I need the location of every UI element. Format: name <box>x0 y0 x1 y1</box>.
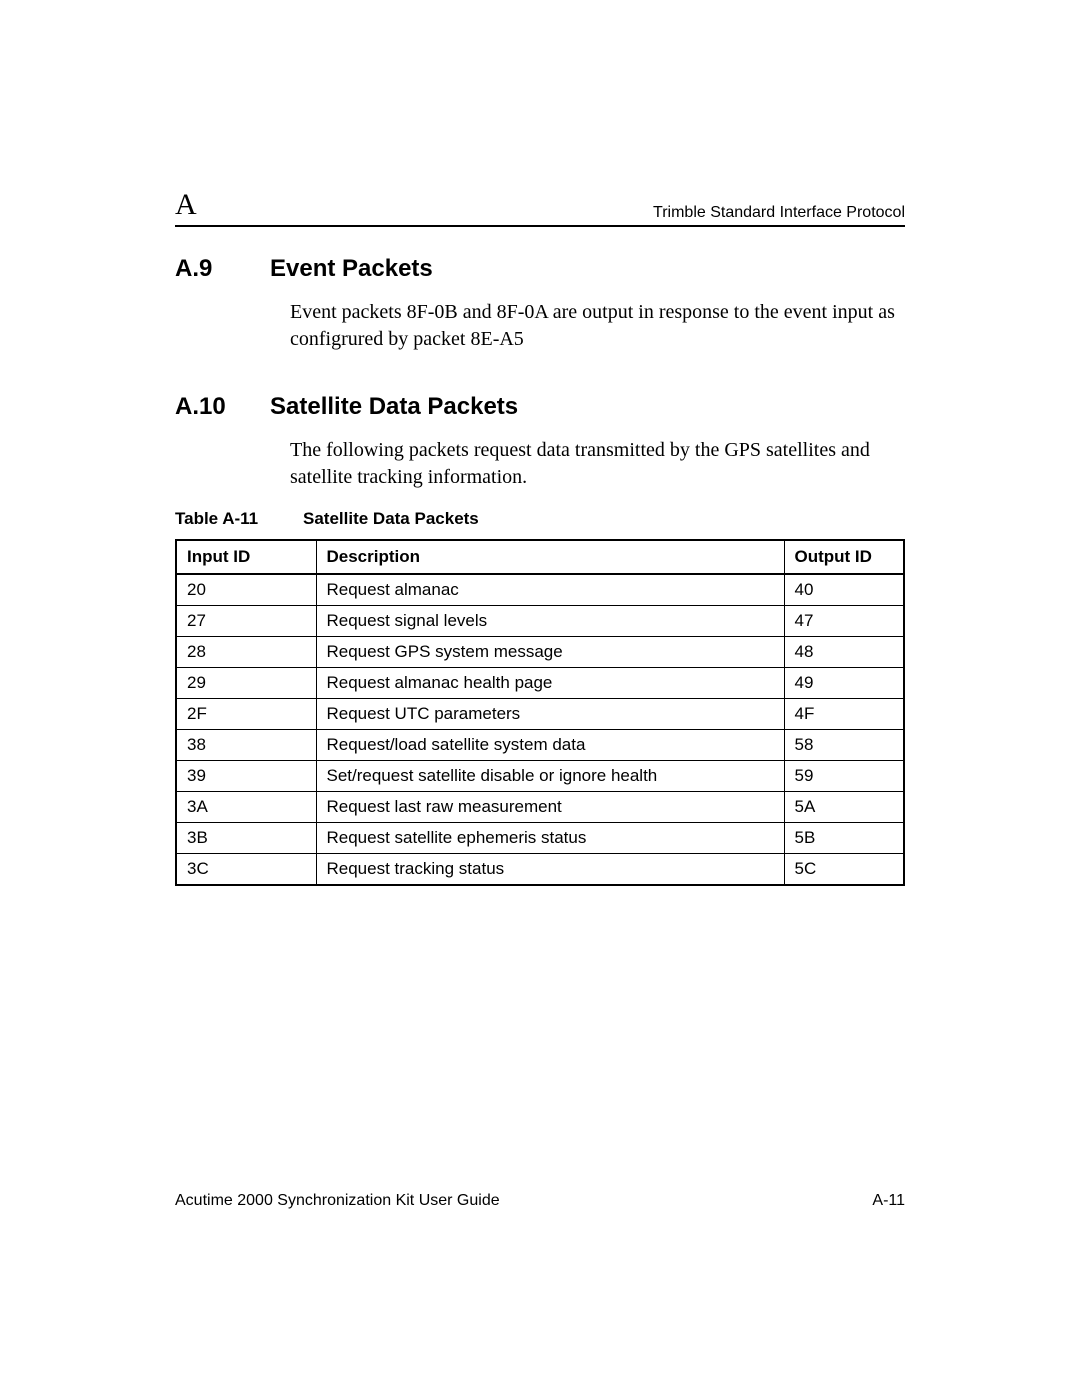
page-header: A Trimble Standard Interface Protocol <box>175 188 905 227</box>
table-cell: 27 <box>176 606 316 637</box>
table-cell: 49 <box>784 668 904 699</box>
table-cell: Request GPS system message <box>316 637 784 668</box>
table-cell: 40 <box>784 574 904 606</box>
col-input-id: Input ID <box>176 540 316 574</box>
section-body-a9: Event packets 8F-0B and 8F-0A are output… <box>290 299 905 353</box>
table-cell: Request almanac <box>316 574 784 606</box>
table-row: 27Request signal levels47 <box>176 606 904 637</box>
page-footer: Acutime 2000 Synchronization Kit User Gu… <box>175 1192 905 1210</box>
table-caption-label: Table A-11 <box>175 509 303 529</box>
section-heading-a10: A.10Satellite Data Packets <box>175 393 905 421</box>
page-content: A Trimble Standard Interface Protocol A.… <box>175 188 905 886</box>
table-cell: 2F <box>176 699 316 730</box>
table-row: 2FRequest UTC parameters4F <box>176 699 904 730</box>
section-number: A.9 <box>175 255 270 283</box>
table-cell: 58 <box>784 730 904 761</box>
table-cell: 5C <box>784 854 904 886</box>
table-cell: 29 <box>176 668 316 699</box>
table-cell: Request signal levels <box>316 606 784 637</box>
table-row: 39Set/request satellite disable or ignor… <box>176 761 904 792</box>
section-title: Event Packets <box>270 255 433 282</box>
section-body-a10: The following packets request data trans… <box>290 437 905 491</box>
table-cell: Request UTC parameters <box>316 699 784 730</box>
section-heading-a9: A.9Event Packets <box>175 255 905 283</box>
table-cell: 3B <box>176 823 316 854</box>
table-row: 3BRequest satellite ephemeris status5B <box>176 823 904 854</box>
table-cell: 3C <box>176 854 316 886</box>
table-caption: Table A-11Satellite Data Packets <box>175 509 905 529</box>
satellite-data-packets-table: Input ID Description Output ID 20Request… <box>175 539 905 886</box>
table-cell: Request satellite ephemeris status <box>316 823 784 854</box>
footer-doc-title: Acutime 2000 Synchronization Kit User Gu… <box>175 1192 500 1210</box>
table-row: 29Request almanac health page49 <box>176 668 904 699</box>
header-appendix-letter: A <box>175 188 197 222</box>
table-cell: Set/request satellite disable or ignore … <box>316 761 784 792</box>
table-cell: Request almanac health page <box>316 668 784 699</box>
table-row: 3CRequest tracking status5C <box>176 854 904 886</box>
table-row: 3ARequest last raw measurement5A <box>176 792 904 823</box>
table-cell: 5A <box>784 792 904 823</box>
table-row: 28Request GPS system message48 <box>176 637 904 668</box>
table-body: 20Request almanac4027Request signal leve… <box>176 574 904 885</box>
header-doc-title: Trimble Standard Interface Protocol <box>653 204 905 222</box>
table-cell: 3A <box>176 792 316 823</box>
table-row: 20Request almanac40 <box>176 574 904 606</box>
section-number: A.10 <box>175 393 270 421</box>
table-cell: 20 <box>176 574 316 606</box>
table-header-row: Input ID Description Output ID <box>176 540 904 574</box>
section-title: Satellite Data Packets <box>270 393 518 420</box>
table-caption-title: Satellite Data Packets <box>303 509 479 528</box>
table-cell: 5B <box>784 823 904 854</box>
table-cell: 38 <box>176 730 316 761</box>
table-cell: 59 <box>784 761 904 792</box>
table-cell: 39 <box>176 761 316 792</box>
table-cell: 4F <box>784 699 904 730</box>
table-row: 38Request/load satellite system data58 <box>176 730 904 761</box>
table-cell: 47 <box>784 606 904 637</box>
col-description: Description <box>316 540 784 574</box>
table-cell: 48 <box>784 637 904 668</box>
footer-page-number: A-11 <box>872 1192 905 1210</box>
table-cell: Request tracking status <box>316 854 784 886</box>
col-output-id: Output ID <box>784 540 904 574</box>
table-cell: 28 <box>176 637 316 668</box>
table-cell: Request/load satellite system data <box>316 730 784 761</box>
table-cell: Request last raw measurement <box>316 792 784 823</box>
